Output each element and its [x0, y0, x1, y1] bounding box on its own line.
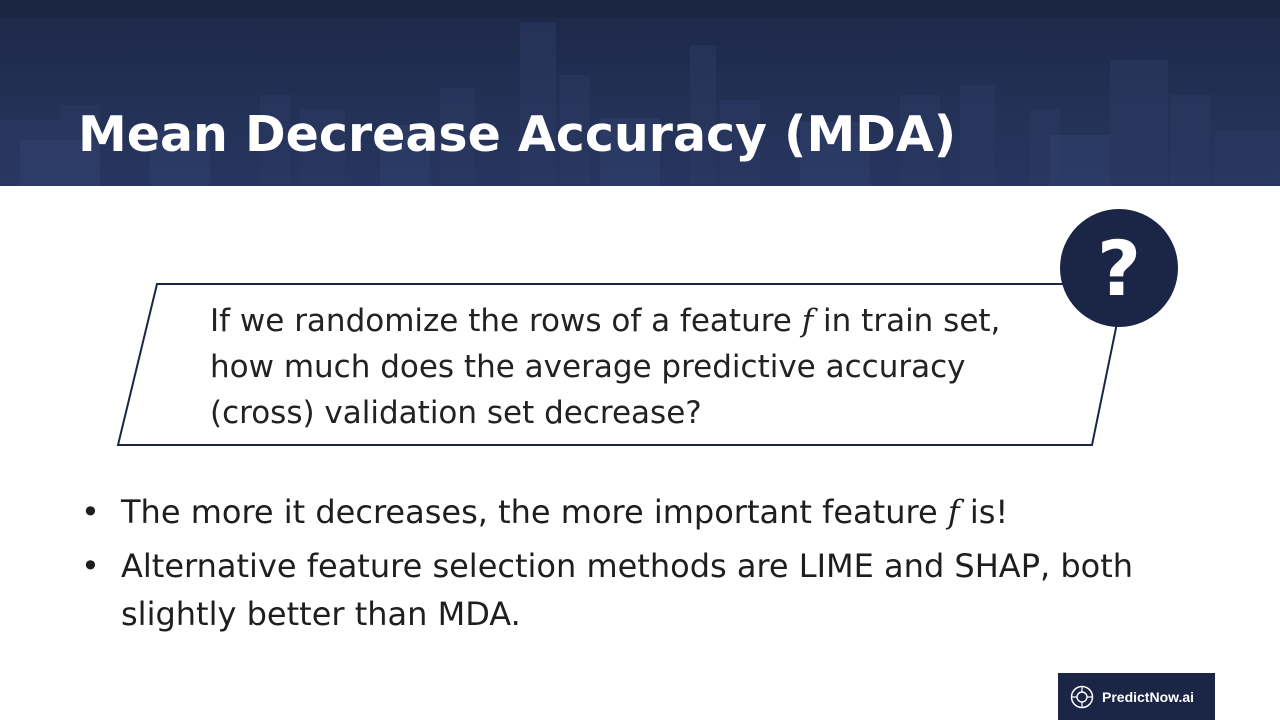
- header-banner: Mean Decrease Accuracy (MDA): [0, 0, 1280, 186]
- bullet-item-1-end: is!: [959, 493, 1009, 531]
- bullet-item-2-text: Alternative feature selection methods ar…: [121, 547, 1134, 633]
- question-line-2: how much does the average predictive acc…: [210, 349, 966, 385]
- logo-text: PredictNow.ai: [1102, 688, 1195, 705]
- bullet-item-1: • The more it decreases, the more import…: [80, 488, 1220, 536]
- question-line-3: (cross) validation set decrease?: [210, 395, 702, 431]
- brain-chip-icon: [1070, 685, 1094, 708]
- feature-variable: f: [801, 303, 814, 339]
- bullet-item-2: • Alternative feature selection methods …: [80, 542, 1220, 638]
- skyline-background: [0, 0, 1280, 186]
- question-line-1: If we randomize the rows of a feature f …: [210, 298, 1090, 344]
- bullet-list: • The more it decreases, the more import…: [80, 488, 1220, 644]
- slide-title: Mean Decrease Accuracy (MDA): [78, 106, 957, 163]
- question-mark-icon: ?: [1060, 209, 1178, 327]
- question-box: [116, 283, 1127, 446]
- question-line-1-start: If we randomize the rows of a feature: [210, 303, 802, 339]
- predictnow-logo: PredictNow.ai: [1058, 673, 1215, 720]
- question-text: If we randomize the rows of a feature f …: [210, 298, 1090, 436]
- feature-variable: f: [947, 493, 960, 531]
- bullet-marker: •: [81, 547, 100, 585]
- question-line-1-end: in train set,: [813, 303, 1001, 339]
- bullet-marker: •: [81, 493, 100, 531]
- bullet-item-1-start: The more it decreases, the more importan…: [121, 493, 948, 531]
